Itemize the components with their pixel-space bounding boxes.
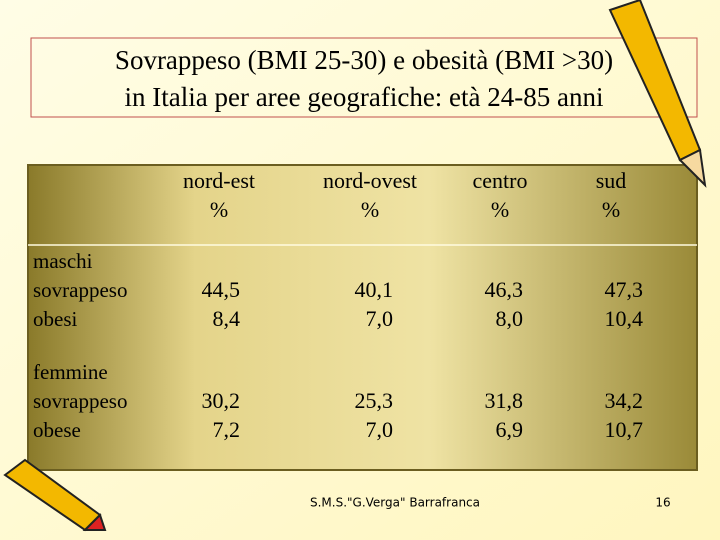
row-label: femmine <box>33 360 108 384</box>
cell-value: 30,2 <box>202 388 241 413</box>
row-label: sovrappeso <box>33 278 127 302</box>
cell-value: 47,3 <box>605 277 644 302</box>
column-header: % <box>491 197 509 222</box>
column-header: % <box>602 197 620 222</box>
column-header: % <box>361 197 379 222</box>
pencil-bottom <box>3 458 107 532</box>
pencil-top <box>608 0 707 188</box>
column-header: nord-ovest <box>323 168 417 193</box>
cell-value: 7,0 <box>366 306 394 331</box>
cell-value: 7,0 <box>366 417 394 442</box>
cell-value: 8,0 <box>496 306 524 331</box>
cell-value: 7,2 <box>213 417 241 442</box>
row-label: obese <box>33 418 81 442</box>
cell-value: 10,7 <box>605 417 644 442</box>
title-line: Sovrappeso (BMI 25-30) e obesità (BMI >3… <box>115 45 613 75</box>
cell-value: 40,1 <box>355 277 394 302</box>
content: Sovrappeso (BMI 25-30) e obesità (BMI >3… <box>33 45 671 509</box>
cell-value: 6,9 <box>496 417 524 442</box>
cell-value: 34,2 <box>605 388 644 413</box>
row-label: obesi <box>33 307 77 331</box>
cell-value: 8,4 <box>213 306 241 331</box>
row-label: maschi <box>33 249 93 273</box>
row-label: sovrappeso <box>33 389 127 413</box>
title-line: in Italia per aree geografiche: età 24-8… <box>125 82 604 112</box>
column-header: nord-est <box>183 168 255 193</box>
title-box <box>30 37 698 118</box>
cell-value: 10,4 <box>605 306 644 331</box>
table-box <box>27 164 698 471</box>
column-header: sud <box>596 168 627 193</box>
footer: S.M.S."G.Verga" Barrafranca <box>310 496 480 510</box>
cell-value: 44,5 <box>202 277 241 302</box>
cell-value: 31,8 <box>485 388 524 413</box>
cell-value: 25,3 <box>355 388 394 413</box>
cell-value: 46,3 <box>485 277 524 302</box>
page-number: 16 <box>655 496 670 510</box>
column-header: % <box>210 197 228 222</box>
column-header: centro <box>473 168 528 193</box>
